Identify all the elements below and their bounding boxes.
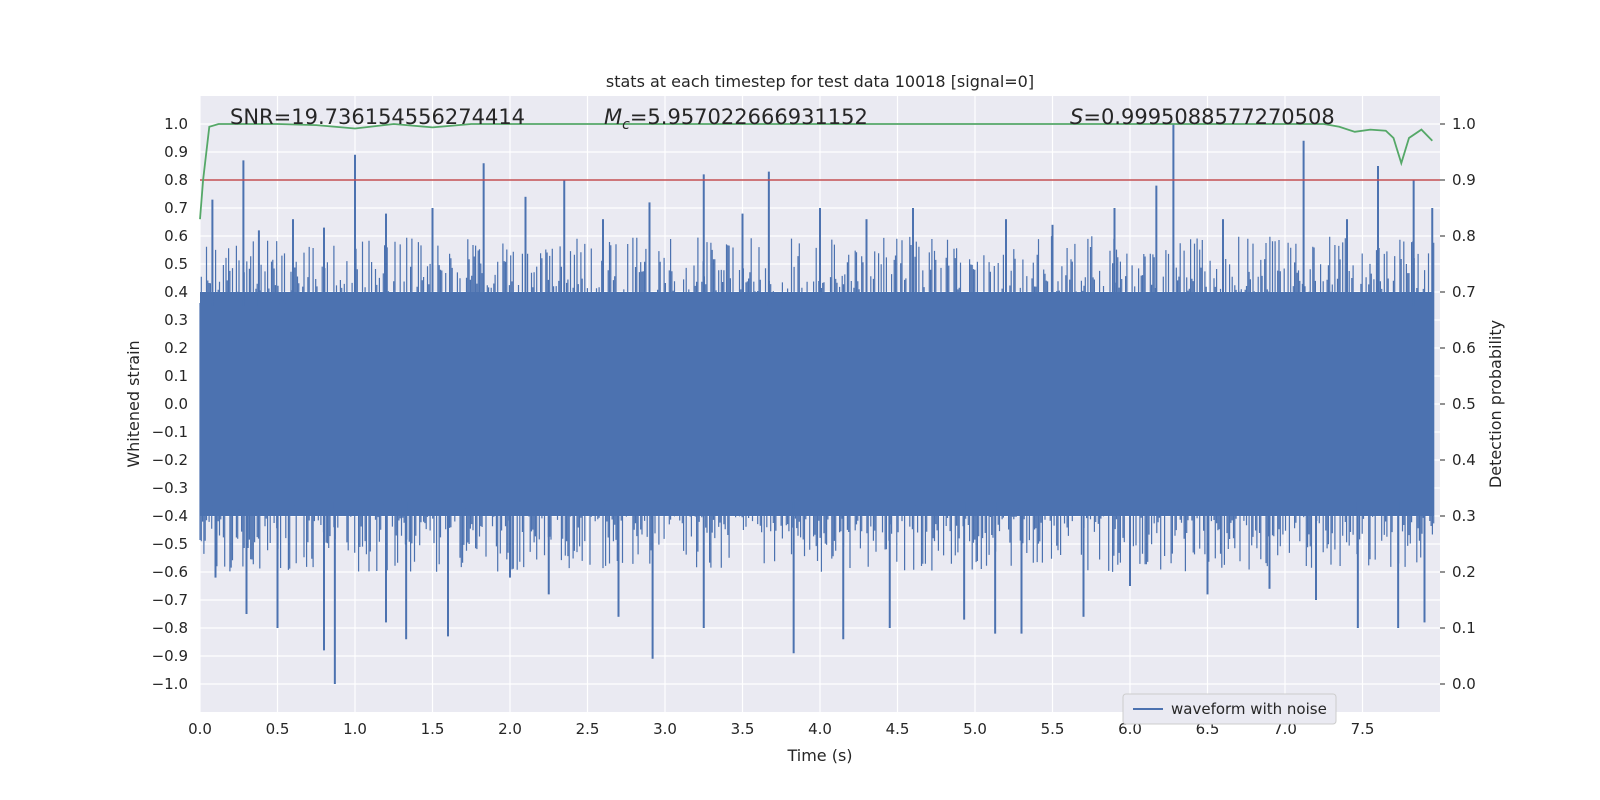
y-tick-label: −0.3 xyxy=(152,479,188,497)
legend: waveform with noise xyxy=(1122,693,1337,725)
y2-axis-label: Detection probability xyxy=(1486,320,1505,488)
x-tick-label: 7.5 xyxy=(1351,720,1375,738)
y-tick-label: 0.9 xyxy=(164,143,188,161)
snr-annotation: SNR=19.736154556274414 xyxy=(230,105,525,129)
y-axis-label: Whitened strain xyxy=(124,340,143,467)
chirp-mass-subscript: c xyxy=(622,117,630,133)
x-tick-label: 2.5 xyxy=(576,720,600,738)
y-tick-label: −0.7 xyxy=(152,591,188,609)
y-tick-label: 0.6 xyxy=(164,227,188,245)
y-tick-label: 1.0 xyxy=(164,115,188,133)
y2-tick-label: 0.9 xyxy=(1452,171,1476,189)
y2-tick-label: 0.0 xyxy=(1452,675,1476,693)
y-tick-label: 0.4 xyxy=(164,283,188,301)
y2-tick-label: 0.8 xyxy=(1452,227,1476,245)
waveform-series xyxy=(199,124,1435,684)
y2-tick-label: 0.7 xyxy=(1452,283,1476,301)
y2-ticks: 1.0 0.9 0.8 0.7 0.6 0.5 0.4 0.3 0.2 0.1 0.0 xyxy=(1440,115,1476,693)
x-tick-label: 3.0 xyxy=(653,720,677,738)
legend-box xyxy=(1122,693,1337,725)
y-tick-label: 0.8 xyxy=(164,171,188,189)
y2-tick-label: 0.1 xyxy=(1452,619,1476,637)
y2-tick-label: 0.5 xyxy=(1452,395,1476,413)
y-tick-label: −1.0 xyxy=(152,675,188,693)
y-ticks: 1.0 0.9 0.8 0.7 0.6 0.5 0.4 0.3 0.2 0.1 0.0 −0.1 −0.… xyxy=(152,115,188,693)
y-tick-label: 0.3 xyxy=(164,311,188,329)
x-tick-label: 4.0 xyxy=(808,720,832,738)
y-tick-label: −0.2 xyxy=(152,451,188,469)
y2-tick-label: 0.2 xyxy=(1452,563,1476,581)
y2-tick-label: 0.3 xyxy=(1452,507,1476,525)
y-tick-label: −0.1 xyxy=(152,423,188,441)
y-tick-label: −0.5 xyxy=(152,535,188,553)
y-tick-label: 0.1 xyxy=(164,367,188,385)
chirp-mass-symbol: M xyxy=(604,105,622,129)
x-axis-label: Time (s) xyxy=(786,746,852,765)
y-tick-label: 0.2 xyxy=(164,339,188,357)
y-tick-label: −0.4 xyxy=(152,507,188,525)
y-tick-label: −0.8 xyxy=(152,619,188,637)
s-annotation: S=0.9995088577270508 xyxy=(1070,105,1335,129)
x-tick-label: 4.5 xyxy=(886,720,910,738)
x-tick-label: 1.0 xyxy=(343,720,367,738)
y-tick-label: −0.9 xyxy=(152,647,188,665)
chart-title: stats at each timestep for test data 100… xyxy=(606,72,1034,91)
x-tick-label: 3.5 xyxy=(731,720,755,738)
s-symbol: S xyxy=(1070,105,1083,129)
y-tick-label: 0.7 xyxy=(164,199,188,217)
y2-tick-label: 0.4 xyxy=(1452,451,1476,469)
y-tick-label: 0.0 xyxy=(164,395,188,413)
x-tick-label: 0.5 xyxy=(266,720,290,738)
y-tick-label: 0.5 xyxy=(164,255,188,273)
x-tick-label: 2.0 xyxy=(498,720,522,738)
y2-tick-label: 1.0 xyxy=(1452,115,1476,133)
y2-tick-label: 0.6 xyxy=(1452,339,1476,357)
x-tick-label: 0.0 xyxy=(188,720,212,738)
x-tick-label: 1.5 xyxy=(421,720,445,738)
x-tick-label: 5.5 xyxy=(1041,720,1065,738)
detection-probability-line xyxy=(199,123,1433,220)
chirp-mass-annotation: Mc=5.957022666931152 xyxy=(604,105,868,133)
s-value: =0.9995088577270508 xyxy=(1083,105,1334,129)
x-tick-label: 5.0 xyxy=(963,720,987,738)
y-tick-label: −0.6 xyxy=(152,563,188,581)
chirp-mass-value: =5.957022666931152 xyxy=(630,105,868,129)
waveform-noise xyxy=(199,236,1435,572)
legend-label: waveform with noise xyxy=(1171,700,1327,718)
